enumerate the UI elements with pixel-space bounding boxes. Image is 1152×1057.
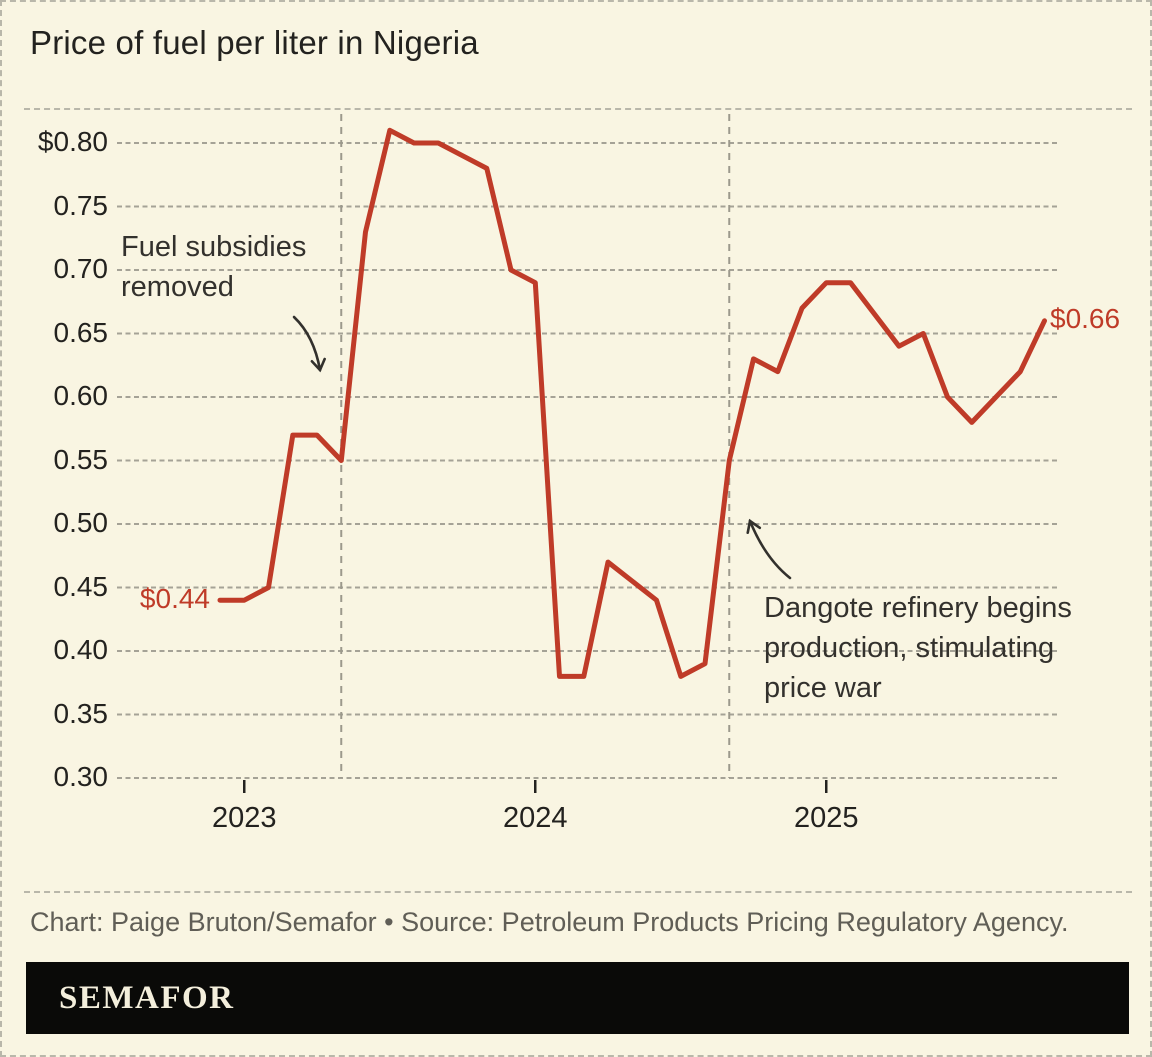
y-axis-label: 0.40	[53, 634, 109, 665]
subsidies-annotation: Fuel subsidies removed	[121, 231, 307, 303]
y-axis-label: 0.50	[53, 507, 109, 538]
chart-plot-layer	[117, 114, 1060, 793]
start-value-label: $0.44	[139, 583, 210, 614]
semafor-wordmark: SEMAFOR	[59, 979, 235, 1016]
dangote-annotation: Dangote refinery begins production, stim…	[764, 592, 1072, 704]
semafor-logo-bar: SEMAFOR	[26, 962, 1129, 1034]
y-axis-label: 0.65	[53, 316, 109, 348]
y-axis-label: $0.80	[37, 126, 108, 157]
x-axis-label: 2025	[793, 802, 859, 834]
subsidies-annotation-arrow	[292, 315, 326, 373]
title-divider	[24, 108, 1132, 110]
source-caption: Chart: Paige Bruton/Semafor • Source: Pe…	[30, 907, 1069, 937]
y-axis-label: 0.35	[53, 697, 109, 729]
chart-title: Price of fuel per liter in Nigeria	[30, 24, 479, 61]
y-axis-label: 0.75	[53, 189, 109, 221]
y-axis-label: 0.70	[53, 253, 109, 284]
dangote-annotation-arrow	[746, 518, 792, 580]
y-axis-label: 0.45	[53, 570, 109, 602]
footer-divider	[24, 891, 1132, 893]
end-value-label: $0.66	[1050, 303, 1121, 334]
x-axis-label: 2023	[211, 802, 277, 834]
annotation-arrows	[292, 315, 792, 580]
y-axis-label: 0.60	[53, 380, 109, 411]
fuel-price-line-chart	[117, 114, 1060, 793]
y-axis-label: 0.55	[53, 443, 109, 475]
y-axis-label: 0.30	[53, 761, 109, 792]
x-axis-label: 2024	[502, 802, 568, 834]
fuel-price-line	[217, 127, 1047, 679]
